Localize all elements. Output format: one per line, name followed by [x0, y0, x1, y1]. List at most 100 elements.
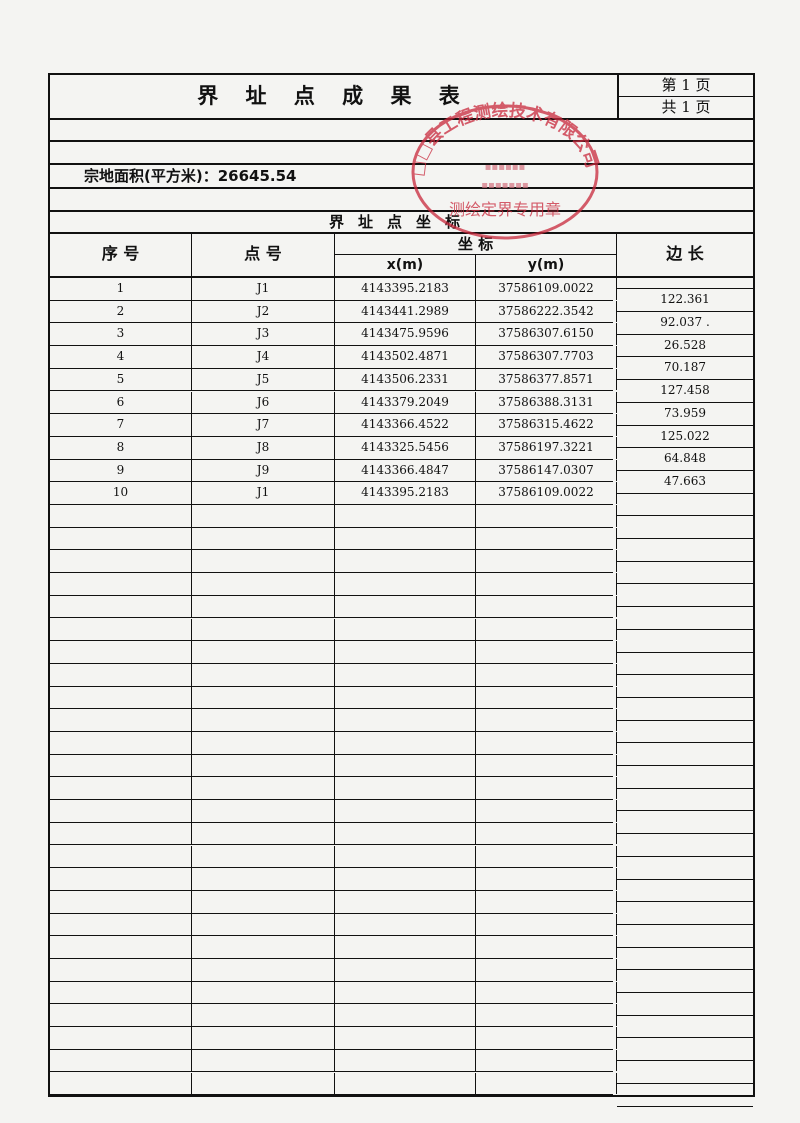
cell-x: 4143475.9596 [335, 323, 476, 346]
cell-seq [50, 573, 192, 595]
edge-length: 127.458 [617, 380, 753, 403]
cell-x: 4143366.4522 [335, 414, 476, 436]
cell-seq [50, 754, 192, 777]
empty-row [50, 800, 617, 823]
header-x: x(m) [335, 255, 476, 276]
cell-point: J4 [192, 346, 335, 368]
cell-y [476, 1049, 617, 1072]
cell-y [476, 505, 617, 527]
edge-empty [617, 743, 753, 767]
table-row: 2 J2 4143441.2989 37586222.3542 [50, 300, 617, 324]
blank-row [50, 120, 753, 142]
cell-seq [50, 618, 192, 641]
empty-row [50, 550, 617, 574]
cell-y [476, 959, 617, 981]
table-row: 9 J9 4143366.4847 37586147.0307 [50, 459, 617, 483]
cell-x [335, 550, 476, 573]
empty-row [50, 686, 617, 710]
cell-y [476, 890, 617, 913]
cell-point: J6 [192, 391, 335, 414]
table-row: 1 J1 4143395.2183 37586109.0022 [50, 278, 617, 301]
cell-point: J3 [192, 323, 335, 346]
empty-row [50, 890, 617, 914]
cell-y [476, 618, 617, 641]
cell-seq [50, 800, 192, 822]
table-row: 8 J8 4143325.5456 37586197.3221 [50, 436, 617, 460]
cell-point [192, 959, 335, 981]
header-coord-group: 坐 标 [335, 234, 617, 255]
cell-point [192, 550, 335, 573]
edge-empty [617, 789, 753, 812]
empty-row [50, 505, 617, 528]
edge-empty [617, 1061, 753, 1084]
cell-x [335, 800, 476, 822]
cell-y: 37586109.0022 [476, 278, 617, 300]
cell-x: 4143506.2331 [335, 368, 476, 391]
cell-point: J2 [192, 300, 335, 323]
cell-point: J8 [192, 436, 335, 459]
header-seq: 序 号 [50, 234, 192, 276]
cell-seq: 8 [50, 436, 192, 459]
cell-x [335, 1004, 476, 1027]
cell-y [476, 868, 617, 890]
edge-length: 47.663 [617, 471, 753, 494]
cell-seq [50, 709, 192, 731]
boundary-point-table: 界 址 点 成 果 表 第 1 页 共 1 页 宗地面积(平方米)：26645.… [48, 73, 755, 1107]
page-title: 界 址 点 成 果 表 [197, 84, 470, 108]
edge-empty [617, 857, 753, 880]
cell-x [335, 959, 476, 981]
cell-x [335, 868, 476, 890]
cell-seq [50, 663, 192, 686]
edge-empty [617, 880, 753, 903]
cell-seq [50, 959, 192, 981]
edge-length: 64.848 [617, 448, 753, 471]
blank-row [50, 189, 753, 212]
cell-y: 37586147.0307 [476, 459, 617, 482]
edge-empty [617, 698, 753, 721]
cell-x: 4143395.2183 [335, 482, 476, 504]
cell-seq: 6 [50, 391, 192, 414]
cell-y [476, 936, 617, 958]
empty-row [50, 1027, 617, 1050]
empty-row [50, 754, 617, 778]
cell-seq [50, 641, 192, 663]
cell-point [192, 754, 335, 777]
cell-seq [50, 595, 192, 618]
cell-point: J1 [192, 482, 335, 504]
cell-point [192, 1072, 335, 1095]
cell-seq [50, 527, 192, 550]
header-coord: 坐 标 [457, 235, 494, 253]
cell-seq [50, 1027, 192, 1049]
header-row: 序 号 点 号 坐 标 x(m) y(m) 边 长 [50, 234, 753, 278]
cell-seq [50, 777, 192, 800]
edge-empty [617, 494, 753, 517]
edge-length: 125.022 [617, 426, 753, 449]
cell-point [192, 641, 335, 663]
cell-x [335, 936, 476, 958]
cell-x [335, 618, 476, 641]
cell-x [335, 505, 476, 527]
cell-point: J7 [192, 414, 335, 436]
empty-row [50, 595, 617, 619]
cell-y [476, 663, 617, 686]
cell-y: 37586377.8571 [476, 368, 617, 391]
cell-x [335, 913, 476, 936]
cell-seq: 2 [50, 300, 192, 323]
edge-empty [617, 630, 753, 653]
edge-empty [617, 562, 753, 585]
cell-seq [50, 936, 192, 958]
edge-empty [617, 834, 753, 857]
cell-point [192, 1027, 335, 1049]
cell-y [476, 800, 617, 822]
empty-row [50, 1049, 617, 1073]
cell-x [335, 573, 476, 595]
edge-empty [617, 766, 753, 789]
cell-seq [50, 550, 192, 573]
edge-empty [617, 539, 753, 562]
cell-x [335, 1027, 476, 1049]
cell-x [335, 527, 476, 550]
edge-length: 122.361 [617, 289, 753, 313]
cell-y [476, 732, 617, 754]
empty-row [50, 845, 617, 869]
empty-row [50, 868, 617, 891]
